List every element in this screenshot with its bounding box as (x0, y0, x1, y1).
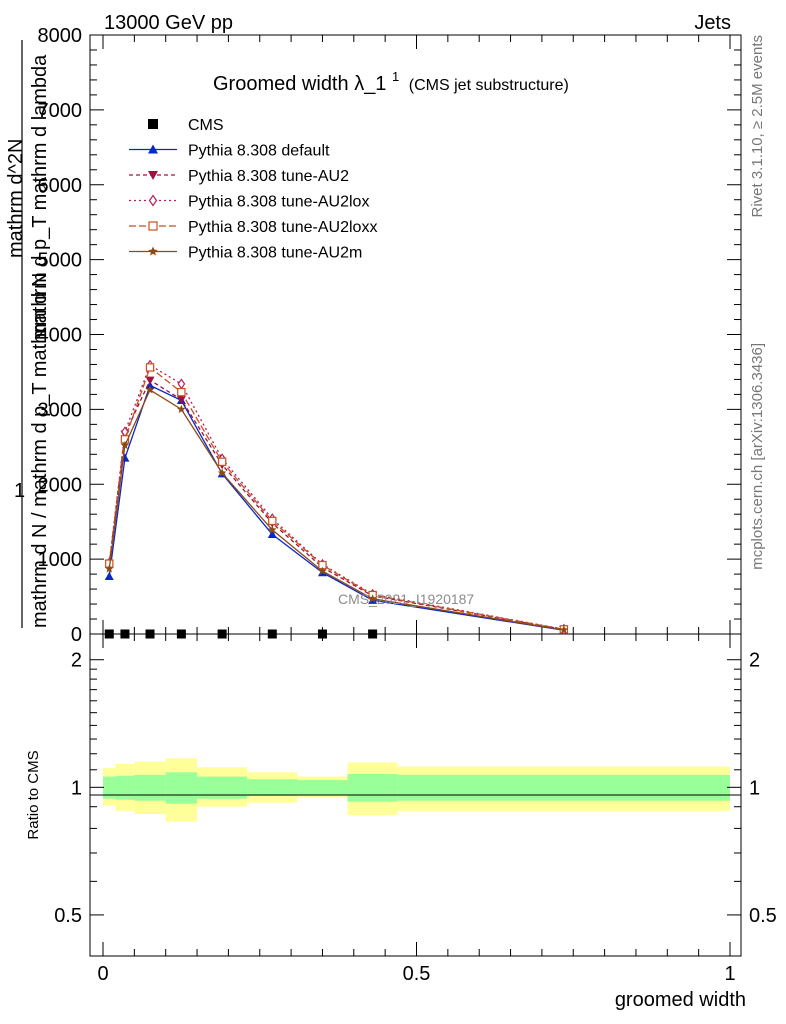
watermark: CMS_2021_I1920187 (338, 591, 474, 607)
tick-label: 0.5 (54, 905, 82, 927)
ratio-band-inner (347, 774, 398, 802)
ratio-band-inner (197, 776, 248, 799)
series-pythia-8-308-tune-au2lox (105, 359, 568, 635)
tick-label: 6000 (38, 175, 83, 197)
series-point (176, 396, 186, 405)
series-line (108, 379, 564, 631)
cms-point (104, 629, 114, 639)
ratio-band-inner (297, 780, 348, 795)
series-point (145, 376, 155, 385)
cms-point (176, 629, 186, 639)
legend-label-cms: CMS (188, 117, 224, 134)
series-point (267, 529, 277, 539)
series-point (177, 387, 186, 397)
ylabel-right-numerator: mathrm d^2N (5, 139, 27, 258)
series-point (268, 525, 277, 534)
cms-point (368, 629, 378, 639)
tick-label: 0 (97, 963, 108, 985)
ratio-band-inner (134, 774, 166, 801)
ylabel-right-denominator: mathrm d p_T mathrm d lambda (29, 54, 51, 340)
legend: CMS Pythia 8.308 default Pythia 8.308 tune… (129, 117, 377, 262)
tick-label: 2000 (38, 474, 83, 496)
ratio-bands (103, 758, 730, 822)
series-point (104, 564, 114, 573)
ylabel-denominator: mathrm d N / mathrm d p_T mathrm d N (29, 273, 51, 628)
tick-label: 1 (71, 777, 82, 799)
ratio-band-inner (165, 772, 198, 804)
ratio-band-inner (397, 774, 730, 801)
series-point (145, 363, 155, 372)
series-point (120, 440, 130, 449)
cms-point (317, 629, 327, 639)
series-pythia-8-308-default (104, 380, 569, 634)
legend-label: Pythia 8.308 tune-AU2loxx (188, 219, 377, 236)
cms-point (120, 629, 130, 639)
cms-point (145, 629, 155, 639)
tick-label: 0 (71, 624, 82, 646)
legend-marker (148, 221, 158, 231)
legend-label: Pythia 8.308 tune-AU2lox (188, 194, 369, 211)
main-ylabel: 1 mathrm d N / mathrm d p_T mathrm d N m… (5, 40, 51, 628)
series-line (108, 384, 564, 631)
cms-point (267, 629, 277, 639)
title-sup: 1 (392, 69, 399, 84)
title-sub: (CMS jet substructure) (409, 77, 569, 94)
svg-text:Groomed width λ_1: Groomed width λ_1 1 (CMS jet substructur… (213, 64, 569, 95)
series-lines (104, 359, 569, 635)
series-line (108, 364, 564, 630)
series-point (104, 571, 114, 580)
ylabel-one: 1 (14, 480, 25, 502)
legend-label: Pythia 8.308 default (188, 143, 330, 160)
ratio-ylabel: Ratio to CMS (25, 750, 42, 839)
xlabel: groomed width (615, 989, 746, 1011)
series-pythia-8-308-tune-au2 (104, 376, 569, 635)
legend-label: Pythia 8.308 tune-AU2m (188, 245, 362, 262)
tick-label: 3000 (38, 399, 83, 421)
tick-label: 2 (71, 650, 82, 672)
series-point (559, 625, 569, 634)
legend-label: Pythia 8.308 tune-AU2 (188, 168, 349, 185)
series-pythia-8-308-tune-au2m (104, 385, 569, 634)
tick-label: 4000 (38, 325, 83, 347)
series-line (108, 388, 564, 631)
legend-marker (148, 144, 158, 154)
tick-label: 1 (724, 963, 735, 985)
legend-marker (148, 246, 158, 256)
legend-marker (148, 171, 158, 180)
ratio-band-inner (115, 775, 135, 800)
title-symbol: λ_1 (354, 73, 386, 95)
title-text: Groomed width (213, 73, 349, 95)
cms-point (217, 629, 227, 639)
series-point (145, 380, 155, 390)
tick-label: 0.5 (403, 963, 431, 985)
tick-label: 0.5 (749, 905, 777, 927)
axis-ticks: 0 1000 2000 3000 4000 5000 6000 7000 8000 0 0.5 1 0.… (38, 25, 777, 985)
series-point (145, 385, 155, 394)
mcplots-label: mcplots.cern.ch [arXiv:1306.3436] (749, 343, 766, 570)
series-point (318, 566, 327, 575)
cms-data-points (104, 629, 378, 639)
header-right: Jets (694, 12, 731, 34)
tick-label: 5000 (38, 250, 83, 272)
series-point (177, 404, 186, 414)
tick-label: 8000 (38, 25, 83, 47)
plot-title: Groomed width λ_1 1 (CMS jet substructur… (213, 64, 569, 95)
ratio-band-inner (103, 776, 116, 799)
series-pythia-8-308-tune-au2loxx (105, 363, 569, 634)
series-point (217, 457, 227, 466)
tick-label: 1 (749, 777, 760, 799)
header-left: 13000 GeV pp (104, 12, 233, 34)
tick-label: 1000 (38, 549, 83, 571)
series-point (268, 516, 277, 526)
legend-marker-cms (148, 119, 158, 129)
series-point (177, 378, 186, 390)
tick-label: 2 (749, 650, 760, 672)
rivet-label: Rivet 3.1.10, ≥ 2.5M events (749, 35, 766, 218)
tick-label: 7000 (38, 100, 83, 122)
series-point (217, 468, 227, 477)
ratio-band-inner (247, 779, 298, 796)
legend-marker (148, 194, 158, 207)
series-point (368, 594, 377, 603)
